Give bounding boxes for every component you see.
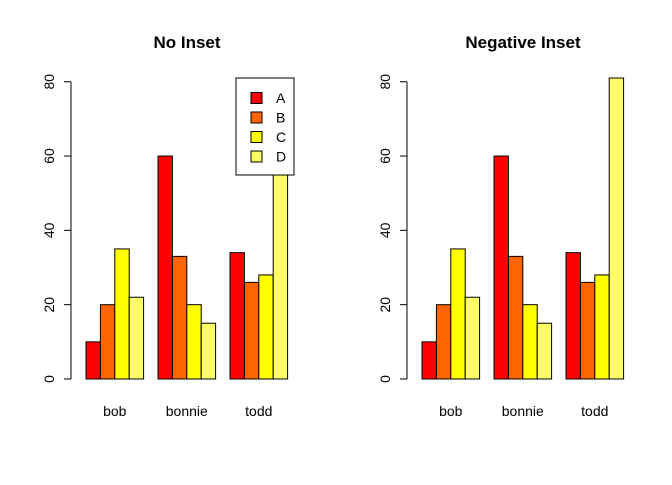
legend-label: D: [276, 149, 286, 165]
bar-bonnie-B: [171, 255, 188, 380]
y-tick-label: 0: [41, 375, 57, 383]
bar-bonnie-D: [200, 322, 217, 380]
x-category-label: todd: [581, 403, 608, 419]
panel-negative-inset: Negative Inset 0 20 40 60 80 bob bonnie todd: [377, 33, 625, 419]
bar-todd-C: [258, 274, 274, 380]
x-category-label: bob: [103, 403, 127, 419]
x-category-label: todd: [245, 403, 272, 419]
bar-bob-B: [435, 304, 452, 380]
bar-bonnie-C: [186, 304, 202, 380]
y-tick-label: 40: [377, 222, 393, 238]
legend-label: C: [276, 129, 286, 145]
y-tick-label: 40: [41, 222, 57, 238]
x-category-label: bonnie: [166, 403, 208, 419]
bar-bonnie-D: [536, 322, 553, 380]
bar-bob-C: [114, 248, 130, 380]
legend-box: [235, 77, 295, 176]
x-category-label: bob: [439, 403, 463, 419]
bar-todd-C: [594, 274, 610, 380]
chart-title: Negative Inset: [465, 33, 581, 52]
bar-bob-A: [421, 341, 437, 380]
bar-bonnie-A: [157, 155, 173, 380]
legend-swatch: [250, 131, 263, 143]
x-category-label: bonnie: [502, 403, 544, 419]
y-tick-label: 60: [377, 148, 393, 164]
bar-bob-C: [450, 248, 466, 380]
legend-label: B: [276, 110, 285, 126]
y-tick-label: 80: [41, 74, 57, 90]
bar-bob-D: [464, 296, 481, 380]
bar-bonnie-A: [493, 155, 509, 380]
bar-todd-A: [565, 252, 581, 380]
y-tick-label: 20: [41, 297, 57, 313]
bar-todd-A: [229, 252, 245, 380]
legend-swatch: [250, 92, 263, 104]
bar-bob-B: [99, 304, 116, 380]
y-tick-label: 60: [41, 148, 57, 164]
bar-todd-B: [579, 281, 596, 380]
y-tick-label: 0: [377, 375, 393, 383]
legend-swatch: [250, 150, 263, 163]
legend-swatch: [250, 111, 263, 124]
bar-bonnie-C: [522, 304, 538, 380]
bar-bob-D: [128, 296, 145, 380]
chart-title: No Inset: [153, 33, 220, 52]
y-tick-label: 80: [377, 74, 393, 90]
bar-todd-D: [608, 77, 625, 380]
bar-bob-A: [85, 341, 101, 380]
bar-todd-B: [243, 281, 260, 380]
y-tick-label: 20: [377, 297, 393, 313]
legend-label: A: [276, 90, 286, 106]
bar-bonnie-B: [507, 255, 524, 380]
